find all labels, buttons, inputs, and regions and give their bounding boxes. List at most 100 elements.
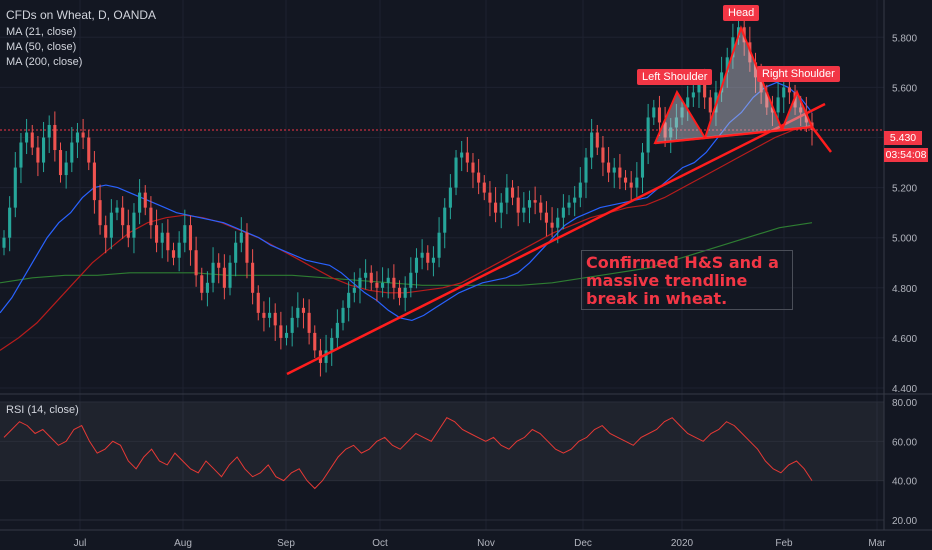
candle-body xyxy=(211,262,215,283)
candle-body xyxy=(358,277,362,288)
candle-body xyxy=(437,232,441,258)
candle-body xyxy=(47,124,51,138)
x-tick-label: 2020 xyxy=(671,538,694,549)
x-tick-label: Mar xyxy=(868,538,886,549)
chart-title: CFDs on Wheat, D, OANDA xyxy=(6,8,157,22)
candle-body xyxy=(273,312,277,326)
candle-body xyxy=(663,122,667,138)
candle-body xyxy=(414,257,419,273)
ma-200-line xyxy=(0,222,813,286)
candle-body xyxy=(30,132,34,148)
candle-body xyxy=(279,325,283,338)
candle-body xyxy=(75,132,80,143)
candle-body xyxy=(539,202,543,213)
y-tick-label: 4.400 xyxy=(892,384,917,395)
candle-body xyxy=(369,272,373,283)
x-tick-label: Oct xyxy=(372,538,388,549)
candle-body xyxy=(183,225,187,243)
candle-body xyxy=(251,262,255,293)
candle-body xyxy=(776,97,780,113)
candle-body xyxy=(584,157,588,183)
ma-200-legend: MA (200, close) xyxy=(6,56,83,68)
candle-body xyxy=(352,287,356,293)
annotation-text: Confirmed H&S and a massive trendline br… xyxy=(586,253,779,308)
candle-body xyxy=(307,312,311,333)
ma-21-line xyxy=(0,81,813,322)
candle-body xyxy=(686,97,690,108)
y-tick-label: 5.200 xyxy=(892,184,917,195)
candle-body xyxy=(313,332,317,351)
breakdown-line xyxy=(811,126,832,153)
candle-body xyxy=(58,150,63,176)
rsi-tick-label: 80.00 xyxy=(892,398,917,409)
candle-body xyxy=(567,202,571,208)
candle-body xyxy=(782,87,786,98)
candle-body xyxy=(171,250,176,258)
head-shape xyxy=(703,25,784,140)
candle-body xyxy=(448,187,452,208)
right-shoulder-shape xyxy=(780,89,814,132)
candle-body xyxy=(770,107,775,113)
candle-body xyxy=(160,232,164,243)
candle-body xyxy=(138,192,142,213)
candle-body xyxy=(200,275,204,293)
candle-body xyxy=(81,132,85,138)
candle-body xyxy=(652,107,656,118)
candle-body xyxy=(550,222,554,228)
candle-body xyxy=(601,147,605,163)
candle-body xyxy=(205,282,209,293)
candle-body xyxy=(143,192,147,208)
candle-body xyxy=(753,62,758,78)
candle-body xyxy=(155,225,159,243)
candle-body xyxy=(799,107,803,113)
ma-50-legend: MA (50, close) xyxy=(6,41,77,53)
x-tick-label: Jul xyxy=(74,538,87,549)
candle-body xyxy=(516,197,520,213)
candle-body xyxy=(573,197,577,203)
y-tick-label: 5.000 xyxy=(892,234,917,245)
candle-body xyxy=(623,177,628,183)
candle-body xyxy=(364,272,368,278)
candle-body xyxy=(87,137,91,163)
candle-body xyxy=(2,237,6,248)
candle-body xyxy=(510,187,515,198)
rsi-tick-label: 20.00 xyxy=(892,516,917,527)
candle-body xyxy=(499,202,503,213)
candle-body xyxy=(787,87,791,93)
candle-body xyxy=(793,92,797,108)
candle-body xyxy=(725,57,729,73)
candle-body xyxy=(607,162,611,173)
candle-body xyxy=(53,124,57,151)
candle-body xyxy=(121,207,125,226)
candle-body xyxy=(222,267,226,288)
ma-21-legend: MA (21, close) xyxy=(6,26,77,38)
candle-body xyxy=(397,287,402,298)
candle-body xyxy=(228,262,232,288)
candle-body xyxy=(556,217,560,228)
ma-21-series xyxy=(0,81,813,322)
candle-body xyxy=(8,207,12,238)
candle-body xyxy=(420,252,424,258)
candle-body xyxy=(708,97,712,113)
candle-body xyxy=(234,242,238,263)
candle-body xyxy=(36,147,40,163)
candle-body xyxy=(477,172,481,183)
candle-body xyxy=(720,72,724,93)
candle-body xyxy=(759,77,763,93)
candle-body xyxy=(505,187,509,203)
y-tick-label: 5.600 xyxy=(892,83,917,94)
candle-body xyxy=(245,232,249,263)
candle-body xyxy=(646,117,650,153)
candle-body xyxy=(330,337,334,351)
head-and-shoulders-pattern xyxy=(286,25,832,376)
candle-body xyxy=(403,287,407,298)
candle-body xyxy=(262,312,266,318)
rsi-tick-label: 60.00 xyxy=(892,437,917,448)
candle-body xyxy=(544,212,548,223)
candle-body xyxy=(70,142,74,163)
x-tick-label: Feb xyxy=(775,538,793,549)
candle-body xyxy=(166,232,170,251)
candle-body xyxy=(669,127,673,138)
rsi-legend: RSI (14, close) xyxy=(6,404,79,416)
